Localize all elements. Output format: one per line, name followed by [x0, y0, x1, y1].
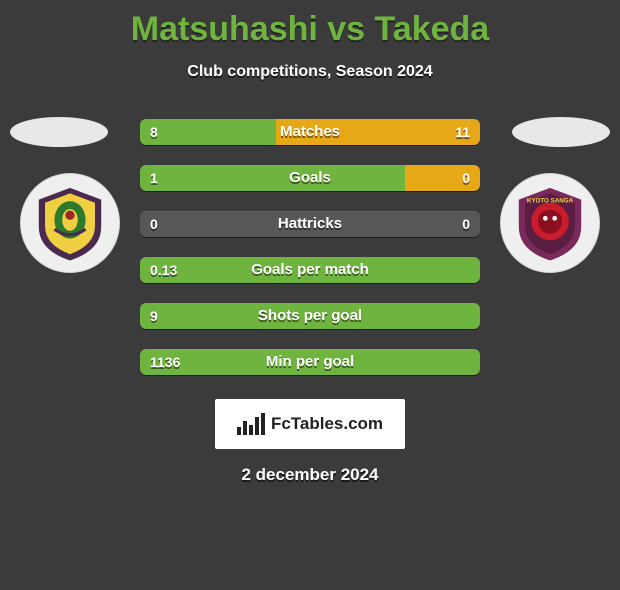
comparison-panel: KYOTO SANGA 811Matches 10Goals 0 0Hattricks…: [0, 119, 620, 375]
crest-left-icon: [31, 184, 109, 262]
stat-fill-right: [276, 119, 480, 145]
branding-badge: FcTables.com: [215, 399, 405, 449]
platform-ellipse-left: [10, 117, 108, 147]
stat-row: 0.13Goals per match: [140, 257, 480, 283]
svg-text:KYOTO SANGA: KYOTO SANGA: [527, 198, 574, 205]
stat-value-right: 0: [452, 211, 480, 237]
page-title: Matsuhashi vs Takeda: [0, 10, 620, 49]
stat-row: 0 0Hattricks: [140, 211, 480, 237]
team-crest-right: KYOTO SANGA: [500, 173, 600, 273]
bar-chart-icon: [237, 413, 265, 435]
stat-fill-left: [140, 349, 480, 375]
stat-row: 811Matches: [140, 119, 480, 145]
stat-fill-left: [140, 257, 480, 283]
stat-row: 9Shots per goal: [140, 303, 480, 329]
stat-fill-left: [140, 303, 480, 329]
stat-bars: 811Matches 10Goals 0 0Hattricks 0.13Goals pe…: [140, 119, 480, 375]
platform-ellipse-right: [512, 117, 610, 147]
stat-row: 10Goals: [140, 165, 480, 191]
stat-fill-left: [140, 119, 276, 145]
stat-row: 1136Min per goal: [140, 349, 480, 375]
team-crest-left: [20, 173, 120, 273]
stat-fill-right: [405, 165, 480, 191]
stat-value-left: 0: [140, 211, 168, 237]
stat-fill-left: [140, 165, 405, 191]
branding-text: FcTables.com: [271, 414, 383, 434]
crest-right-icon: KYOTO SANGA: [511, 184, 589, 262]
subtitle: Club competitions, Season 2024: [0, 63, 620, 81]
date-label: 2 december 2024: [0, 465, 620, 485]
stat-label: Hattricks: [140, 211, 480, 237]
